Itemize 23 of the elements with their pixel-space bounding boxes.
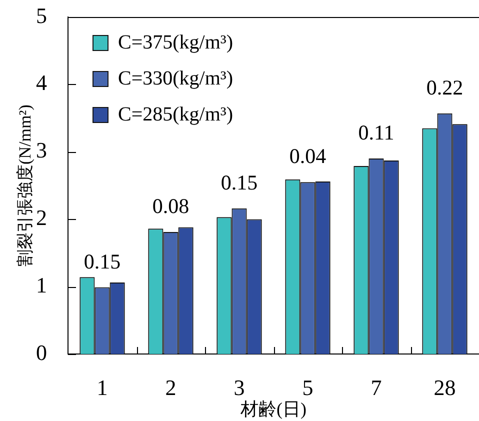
y-tick-label: 2 (36, 204, 47, 230)
x-tick-label: 5 (302, 374, 314, 400)
legend-label: C=330(kg/m³) (118, 67, 234, 90)
y-tick-label: 5 (36, 2, 47, 28)
x-tick-label: 28 (434, 374, 456, 400)
annotation: 0.04 (289, 144, 327, 168)
legend-label: C=285(kg/m³) (118, 103, 234, 126)
annotation: 0.22 (426, 75, 464, 100)
y-tick-label: 3 (36, 138, 47, 163)
annotation: 0.15 (220, 170, 258, 194)
x-tick-label: 1 (96, 374, 108, 400)
y-tick-label: 1 (36, 272, 47, 298)
x-tick-label: 2 (165, 374, 176, 400)
annotation: 0.08 (152, 194, 190, 218)
y-axis-title: 割裂引張強度(N/mm²) (16, 104, 35, 266)
x-axis-title: 材齢(日) (240, 398, 306, 419)
x-tick-label: 7 (370, 374, 382, 400)
annotation: 0.15 (84, 249, 121, 274)
y-tick-label: 0 (36, 340, 47, 365)
x-tick-label: 3 (234, 374, 245, 400)
annotation: 0.11 (358, 120, 394, 145)
legend-label: C=375(kg/m³) (118, 31, 234, 54)
y-tick-label: 4 (36, 70, 47, 96)
